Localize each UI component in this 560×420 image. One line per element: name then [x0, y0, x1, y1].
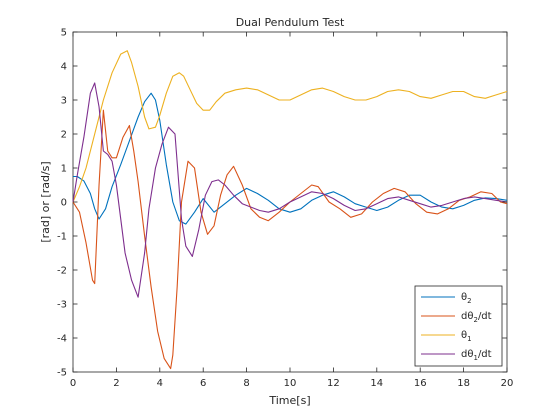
- x-tick-label: 0: [70, 378, 76, 389]
- chart-title: Dual Pendulum Test: [236, 16, 345, 29]
- y-tick-label: -1: [57, 232, 67, 243]
- y-tick-label: 0: [61, 198, 67, 209]
- y-tick-label: 2: [61, 130, 67, 141]
- y-tick-label: 3: [61, 96, 67, 107]
- legend-entry-4: dθ1/dt: [461, 349, 492, 362]
- legend-entry-base: dθ: [461, 349, 473, 360]
- y-tick-label: -5: [57, 368, 67, 379]
- x-axis-label: Time[s]: [268, 394, 310, 407]
- x-tick-label: 12: [327, 378, 340, 389]
- legend-entry-subscript: 2: [467, 297, 471, 305]
- legend-entry-base: dθ: [461, 311, 473, 322]
- series-line-1: [73, 92, 508, 225]
- legend-entry-base: θ: [461, 330, 467, 341]
- legend-entry-subscript: 1: [473, 354, 477, 362]
- y-tick-label: -4: [57, 334, 67, 345]
- legend-entry-2: dθ2/dt: [461, 311, 492, 324]
- series-line-3: [72, 50, 508, 203]
- y-tick-label: -2: [57, 266, 67, 277]
- x-tick-label: 20: [501, 378, 514, 389]
- legend-entry-3: θ1: [461, 330, 472, 343]
- legend-entry-suffix: /dt: [478, 349, 492, 360]
- x-tick-label: 6: [200, 378, 206, 389]
- legend-entry-suffix: /dt: [478, 311, 492, 322]
- legend-entry-1: θ2: [461, 292, 472, 305]
- legend-entry-subscript: 1: [467, 335, 471, 343]
- x-tick-label: 8: [243, 378, 249, 389]
- series-layer: [72, 50, 508, 370]
- series-line-4: [72, 82, 508, 298]
- x-tick-label: 16: [414, 378, 427, 389]
- legend-box: [414, 285, 503, 367]
- y-tick-label: 4: [61, 62, 67, 73]
- y-axis-label: [rad] or [rad/s]: [39, 161, 52, 242]
- y-tick-label: 1: [61, 164, 67, 175]
- x-tick-label: 10: [284, 378, 297, 389]
- y-tick-label: -3: [57, 300, 67, 311]
- x-tick-label: 18: [457, 378, 470, 389]
- legend-entry-subscript: 2: [473, 316, 477, 324]
- x-tick-label: 2: [113, 378, 119, 389]
- x-tick-label: 14: [370, 378, 383, 389]
- y-tick-label: 5: [61, 28, 67, 39]
- x-tick-label: 4: [157, 378, 163, 389]
- series-line-2: [72, 109, 508, 370]
- legend-entry-base: θ: [461, 292, 467, 303]
